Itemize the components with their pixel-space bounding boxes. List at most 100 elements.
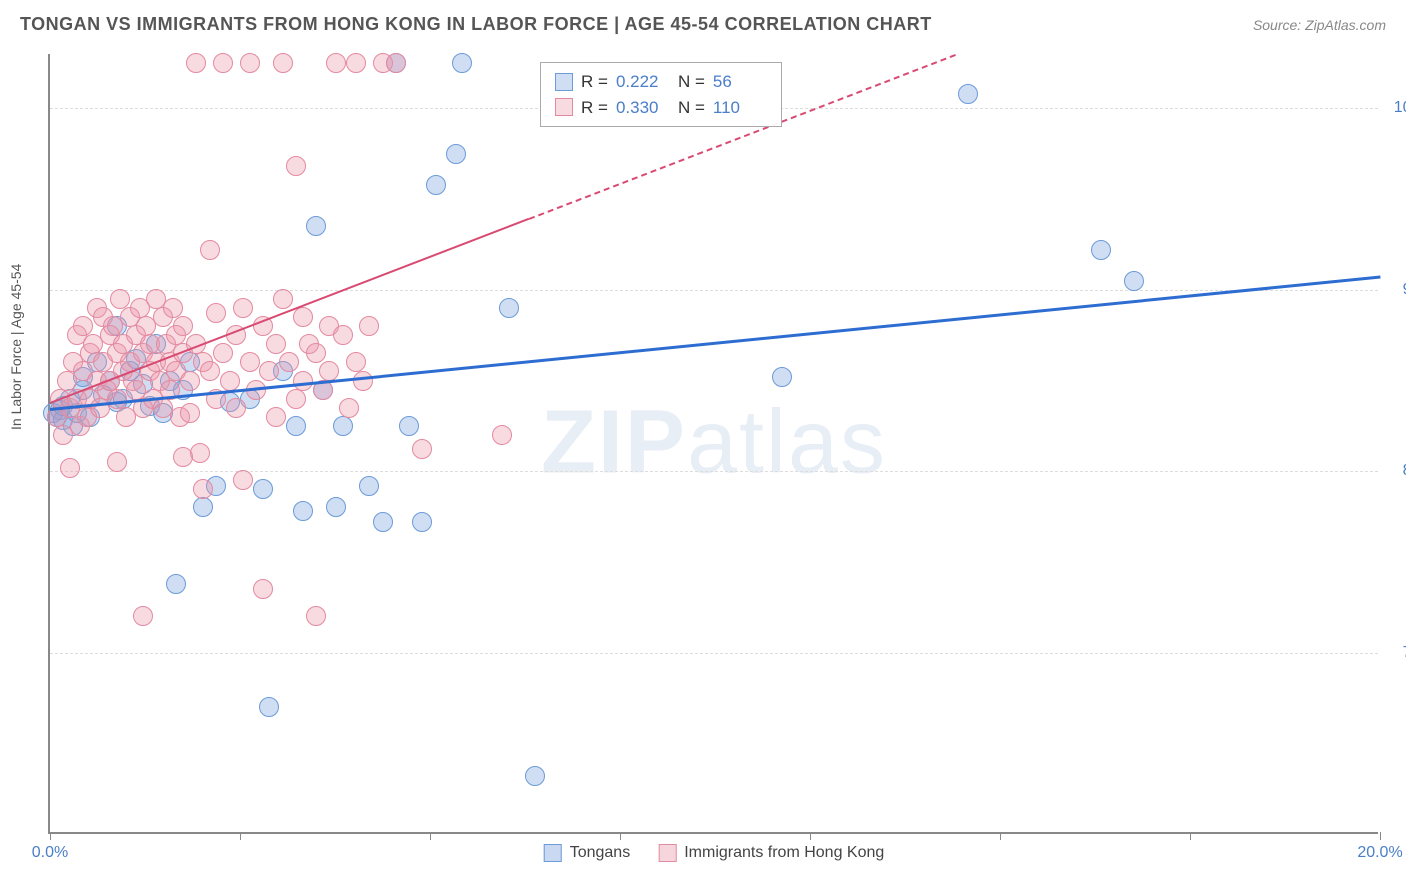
stat-n-value: 110 <box>713 95 767 121</box>
data-point <box>1091 240 1111 260</box>
data-point <box>206 303 226 323</box>
y-axis-label: In Labor Force | Age 45-54 <box>8 264 24 430</box>
data-point <box>253 579 273 599</box>
legend-item: Tongans <box>544 844 631 862</box>
data-point <box>180 371 200 391</box>
data-point <box>346 352 366 372</box>
data-point <box>306 216 326 236</box>
stat-r-label: R = <box>581 95 608 121</box>
data-point <box>193 497 213 517</box>
x-tick-mark <box>620 832 621 840</box>
data-point <box>386 53 406 73</box>
data-point <box>333 416 353 436</box>
series-swatch <box>555 73 573 91</box>
x-tick-mark <box>1000 832 1001 840</box>
x-tick-mark <box>430 832 431 840</box>
data-point <box>373 512 393 532</box>
data-point <box>446 144 466 164</box>
data-point <box>525 766 545 786</box>
data-point <box>293 307 313 327</box>
x-tick-label: 0.0% <box>32 844 68 862</box>
data-point <box>253 479 273 499</box>
data-point <box>273 289 293 309</box>
stats-row: R = 0.222 N = 56 <box>555 69 767 95</box>
data-point <box>266 334 286 354</box>
data-point <box>286 416 306 436</box>
data-point <box>107 452 127 472</box>
stats-legend: R = 0.222 N = 56R = 0.330 N = 110 <box>540 62 782 127</box>
series-swatch <box>555 98 573 116</box>
data-point <box>220 371 240 391</box>
data-point <box>200 240 220 260</box>
data-point <box>346 53 366 73</box>
legend-swatch <box>658 844 676 862</box>
data-point <box>273 53 293 73</box>
data-point <box>412 512 432 532</box>
scatter-chart: ZIPatlas 70.0%80.0%90.0%100.0%0.0%20.0%R… <box>48 54 1378 834</box>
y-tick-label: 70.0% <box>1388 644 1406 662</box>
source-label: Source: ZipAtlas.com <box>1253 17 1386 33</box>
data-point <box>306 343 326 363</box>
chart-title: TONGAN VS IMMIGRANTS FROM HONG KONG IN L… <box>20 14 932 35</box>
data-point <box>499 298 519 318</box>
data-point <box>193 479 213 499</box>
y-tick-label: 90.0% <box>1388 281 1406 299</box>
x-tick-mark <box>1190 832 1191 840</box>
data-point <box>958 84 978 104</box>
y-tick-label: 100.0% <box>1388 99 1406 117</box>
data-point <box>240 352 260 372</box>
data-point <box>772 367 792 387</box>
data-point <box>286 389 306 409</box>
bottom-legend: Tongans Immigrants from Hong Kong <box>544 844 885 862</box>
x-tick-mark <box>1380 832 1381 840</box>
data-point <box>60 458 80 478</box>
data-point <box>186 53 206 73</box>
data-point <box>266 407 286 427</box>
x-tick-mark <box>810 832 811 840</box>
data-point <box>233 470 253 490</box>
data-point <box>233 298 253 318</box>
data-point <box>200 361 220 381</box>
legend-label: Tongans <box>570 844 631 862</box>
stat-n-label: N = <box>678 69 705 95</box>
data-point <box>259 697 279 717</box>
title-bar: TONGAN VS IMMIGRANTS FROM HONG KONG IN L… <box>0 0 1406 45</box>
stat-r-value: 0.330 <box>616 95 670 121</box>
grid-line <box>50 290 1378 291</box>
x-tick-label: 20.0% <box>1357 844 1402 862</box>
data-point <box>326 53 346 73</box>
data-point <box>293 371 313 391</box>
data-point <box>173 316 193 336</box>
legend-item: Immigrants from Hong Kong <box>658 844 884 862</box>
data-point <box>213 53 233 73</box>
grid-line <box>50 653 1378 654</box>
data-point <box>226 398 246 418</box>
data-point <box>1124 271 1144 291</box>
data-point <box>173 447 193 467</box>
data-point <box>452 53 472 73</box>
data-point <box>412 439 432 459</box>
data-point <box>339 398 359 418</box>
data-point <box>73 316 93 336</box>
data-point <box>492 425 512 445</box>
y-tick-label: 80.0% <box>1388 462 1406 480</box>
x-tick-mark <box>240 832 241 840</box>
stats-row: R =0.330N =110 <box>555 95 767 121</box>
stat-r-value: 0.222 <box>616 69 670 95</box>
data-point <box>110 289 130 309</box>
data-point <box>213 343 233 363</box>
data-point <box>240 53 260 73</box>
x-tick-mark <box>50 832 51 840</box>
data-point <box>399 416 419 436</box>
data-point <box>293 501 313 521</box>
legend-label: Immigrants from Hong Kong <box>684 844 884 862</box>
stat-n-value: 56 <box>713 69 767 95</box>
data-point <box>359 476 379 496</box>
data-point <box>359 316 379 336</box>
data-point <box>286 156 306 176</box>
data-point <box>180 403 200 423</box>
stat-r-label: R = <box>581 69 608 95</box>
watermark: ZIPatlas <box>541 392 887 495</box>
data-point <box>306 606 326 626</box>
data-point <box>279 352 299 372</box>
